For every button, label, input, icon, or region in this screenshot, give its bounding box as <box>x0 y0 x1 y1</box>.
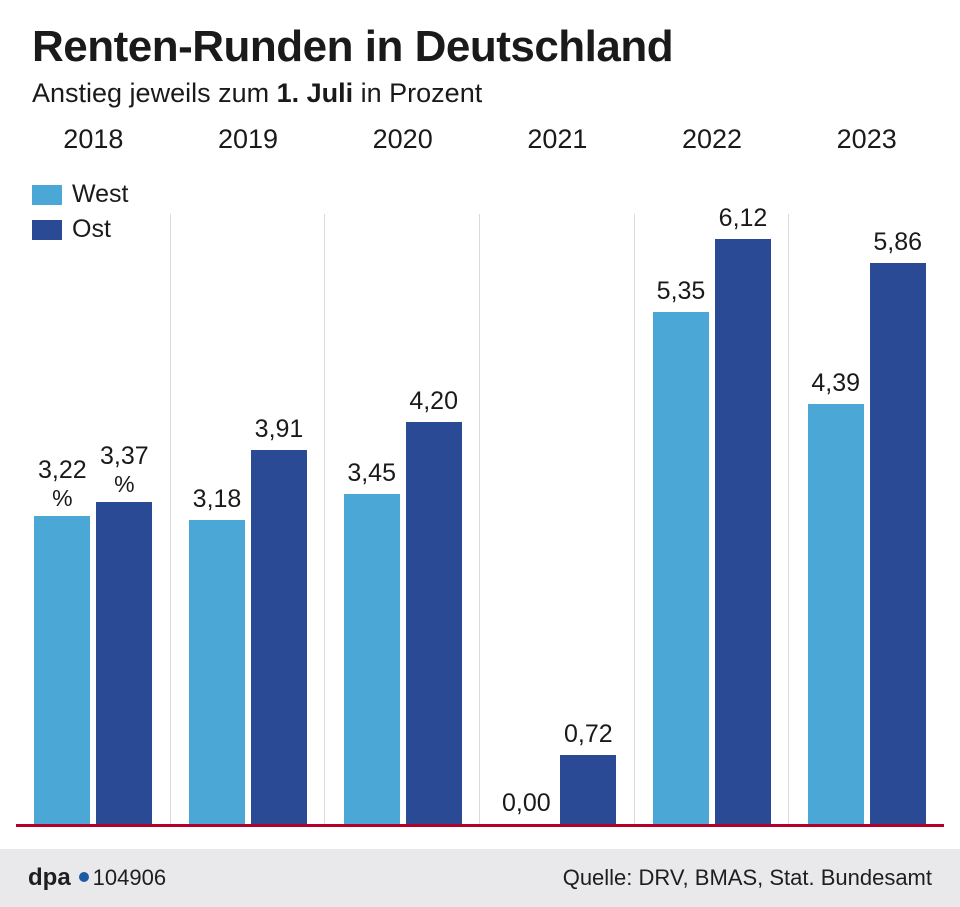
bar-group: 3,183,91 <box>171 164 326 824</box>
years-row: 201820192020202120222023 <box>16 124 944 155</box>
page-title: Renten-Runden in Deutschland <box>32 22 673 72</box>
subtitle-bold: 1. Juli <box>277 78 354 108</box>
bar-ost: 3,91 <box>251 450 307 824</box>
pct-symbol: % <box>38 487 87 510</box>
bar-group: 3,22%3,37% <box>16 164 171 824</box>
bar-group: 4,395,86 <box>789 164 944 824</box>
footer-logo: dpa <box>28 864 71 892</box>
bar-pair: 3,22%3,37% <box>16 502 171 824</box>
year-label: 2018 <box>16 124 171 155</box>
bar-value-label: 4,20 <box>409 387 458 416</box>
bar-value-label: 5,86 <box>873 228 922 257</box>
footer: dpa 104906 Quelle: DRV, BMAS, Stat. Bund… <box>0 849 960 907</box>
bar-value-label: 3,37% <box>100 442 149 496</box>
page-subtitle: Anstieg jeweils zum 1. Juli in Prozent <box>32 78 482 109</box>
bar-group: 0,00 0,72 <box>480 164 635 824</box>
footer-code: 104906 <box>93 865 166 891</box>
bar-west: 3,22% <box>34 516 90 824</box>
bar-ost: 5,86 <box>870 263 926 824</box>
bar-value-label: 0,00 <box>502 789 551 818</box>
bar-west: 5,35 <box>653 312 709 824</box>
bar-ost: 3,37% <box>96 502 152 824</box>
bar-value-label: 3,91 <box>255 415 304 444</box>
year-label: 2021 <box>480 124 635 155</box>
bar-value-label: 3,18 <box>193 485 242 514</box>
bar-value-label: 5,35 <box>657 277 706 306</box>
year-label: 2019 <box>171 124 326 155</box>
dot-icon <box>79 872 89 882</box>
bar-pair: 5,356,12 <box>635 239 790 824</box>
bar-group: 5,356,12 <box>635 164 790 824</box>
bar-chart: 3,22%3,37%3,183,913,454,200,000,725,356,… <box>16 164 944 827</box>
bar-pair: 3,454,20 <box>325 422 480 824</box>
bar-west: 3,18 <box>189 520 245 824</box>
bar-west: 4,39 <box>808 404 864 824</box>
pct-symbol: % <box>100 473 149 496</box>
subtitle-post: in Prozent <box>353 78 482 108</box>
subtitle-pre: Anstieg jeweils zum <box>32 78 277 108</box>
footer-source: Quelle: DRV, BMAS, Stat. Bundesamt <box>563 865 932 891</box>
bar-value-label: 3,22% <box>38 456 87 510</box>
bar-ost: 4,20 <box>406 422 462 824</box>
bar-value-label: 3,45 <box>347 459 396 488</box>
bar-pair: 3,183,91 <box>171 450 326 824</box>
bar-value-label: 4,39 <box>811 369 860 398</box>
bar-pair: 0,00 0,72 <box>480 755 635 824</box>
year-label: 2022 <box>635 124 790 155</box>
bar-group: 3,454,20 <box>325 164 480 824</box>
bar-pair: 4,395,86 <box>789 263 944 824</box>
bar-value-label: 6,12 <box>719 204 768 233</box>
year-label: 2020 <box>325 124 480 155</box>
footer-left: dpa 104906 <box>28 864 166 892</box>
bar-ost: 6,12 <box>715 239 771 824</box>
year-label: 2023 <box>789 124 944 155</box>
bar-ost: 0,72 <box>560 755 616 824</box>
page: Renten-Runden in Deutschland Anstieg jew… <box>0 0 960 907</box>
bar-west: 3,45 <box>344 494 400 824</box>
bar-value-label: 0,72 <box>564 720 613 749</box>
bar-groups: 3,22%3,37%3,183,913,454,200,000,725,356,… <box>16 164 944 824</box>
